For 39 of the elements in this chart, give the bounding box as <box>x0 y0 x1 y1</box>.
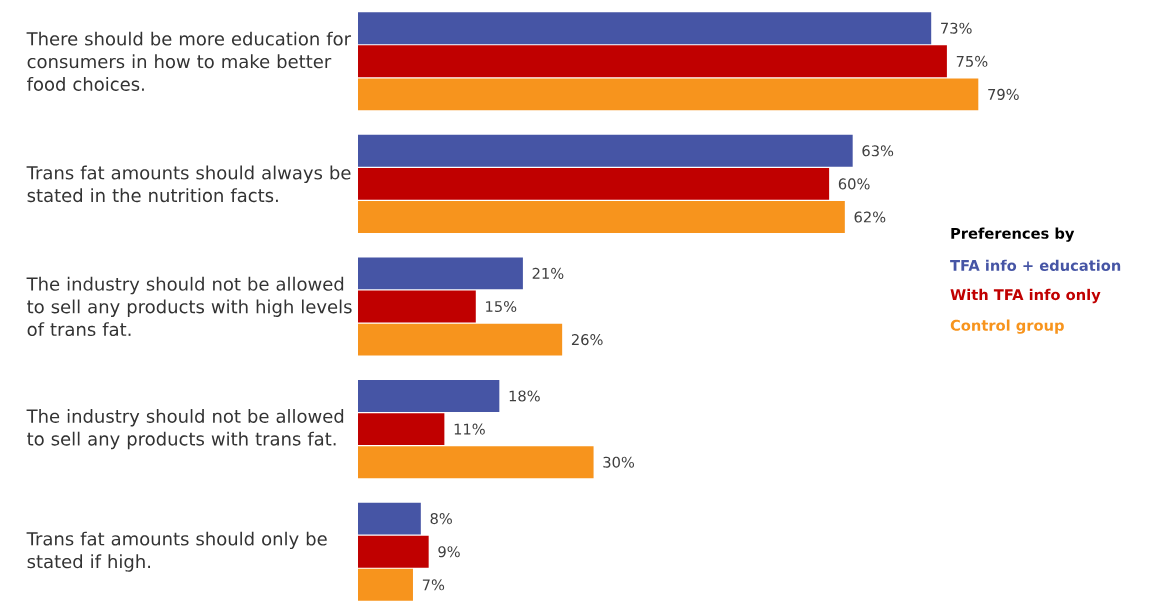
data-label: 63% <box>862 145 894 157</box>
data-label: 62% <box>854 211 886 223</box>
y-tick-label: Trans fat amounts should always be stated in the nutrition facts. <box>26 165 351 203</box>
data-label: 8% <box>430 513 452 525</box>
bar <box>358 502 421 535</box>
data-label: 21% <box>532 267 564 279</box>
bar <box>358 413 445 446</box>
data-label: 75% <box>956 55 988 67</box>
data-label: 26% <box>571 334 603 346</box>
bar <box>358 12 932 45</box>
y-tick-label: There should be more education for consumers in how to make better food choices. <box>26 31 352 91</box>
data-label: 79% <box>988 88 1019 100</box>
bar <box>358 568 413 601</box>
text: TFA info + education <box>950 259 1121 271</box>
bar <box>358 323 563 356</box>
bar <box>358 201 845 233</box>
text: With TFA info only <box>950 288 1101 304</box>
data-label: 15% <box>486 300 517 313</box>
bar <box>358 380 500 412</box>
data-label: 73% <box>941 22 972 34</box>
bar <box>358 290 476 323</box>
y-tick-label: The industry should not be allowed to sell any products with high levels of trans fat. <box>26 276 352 337</box>
data-label: 9% <box>438 546 460 558</box>
bar <box>358 45 947 78</box>
bar <box>358 134 853 167</box>
y-tick-label: Trans fat amounts should only be stated if high. <box>26 531 327 572</box>
y-tick-label: The industry should not be allowed to sell any products with trans fat. <box>26 409 344 450</box>
bar <box>358 535 429 568</box>
bar <box>358 167 830 200</box>
legend-title: Preferences by <box>951 227 1075 242</box>
data-label: 18% <box>509 390 540 402</box>
bar <box>358 257 523 290</box>
bar <box>358 446 594 479</box>
bar <box>358 78 979 111</box>
data-label: 60% <box>838 178 870 190</box>
data-label: 7% <box>422 579 445 591</box>
data-label: 11% <box>454 423 485 435</box>
data-label: 30% <box>603 456 635 468</box>
text: Control group <box>950 319 1064 334</box>
